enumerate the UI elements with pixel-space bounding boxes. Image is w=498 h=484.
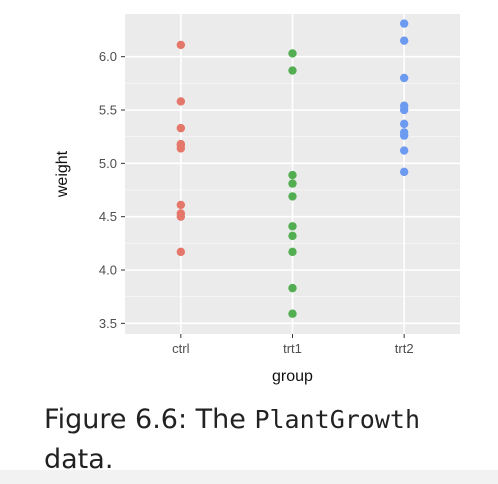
data-point-trt1 — [288, 248, 296, 256]
caption-dataset-name: PlantGrowth — [254, 405, 420, 434]
data-point-trt2 — [400, 120, 408, 128]
data-point-trt1 — [288, 222, 296, 230]
figure-caption: Figure 6.6: The PlantGrowth data. — [44, 400, 484, 480]
data-point-ctrl — [177, 144, 185, 152]
data-point-trt2 — [400, 74, 408, 82]
data-point-trt2 — [400, 19, 408, 27]
data-point-trt1 — [288, 192, 296, 200]
data-point-ctrl — [177, 41, 185, 49]
data-point-trt2 — [400, 131, 408, 139]
page-footer-strip — [0, 470, 498, 484]
x-tick-label: ctrl — [172, 341, 189, 356]
y-tick-label: 3.5 — [99, 316, 117, 331]
data-point-ctrl — [177, 97, 185, 105]
data-point-trt2 — [400, 146, 408, 154]
data-point-trt1 — [288, 49, 296, 57]
data-point-trt1 — [288, 171, 296, 179]
data-point-trt1 — [288, 66, 296, 74]
data-point-trt1 — [288, 179, 296, 187]
data-point-trt1 — [288, 310, 296, 318]
data-point-ctrl — [177, 209, 185, 217]
x-tick-label: trt2 — [395, 341, 414, 356]
y-tick-label: 6.0 — [99, 49, 117, 64]
y-axis-title: weight — [54, 150, 71, 198]
data-point-ctrl — [177, 248, 185, 256]
data-point-ctrl — [177, 201, 185, 209]
data-point-trt1 — [288, 232, 296, 240]
plantgrowth-scatter-chart: 3.5 4.0 4.5 5.0 5.5 6.0 ctrl trt1 trt2 weight g… — [0, 0, 498, 400]
data-point-trt2 — [400, 106, 408, 114]
data-point-trt2 — [400, 36, 408, 44]
data-point-ctrl — [177, 124, 185, 132]
x-tick-label: trt1 — [283, 341, 302, 356]
y-tick-label: 4.5 — [99, 209, 117, 224]
caption-prefix: Figure 6.6: The — [44, 404, 254, 435]
y-tick-label: 5.0 — [99, 156, 117, 171]
x-axis-title: group — [272, 368, 313, 385]
y-tick-label: 4.0 — [99, 263, 117, 278]
data-point-trt2 — [400, 168, 408, 176]
y-tick-label: 5.5 — [99, 103, 117, 118]
data-point-trt1 — [288, 284, 296, 292]
